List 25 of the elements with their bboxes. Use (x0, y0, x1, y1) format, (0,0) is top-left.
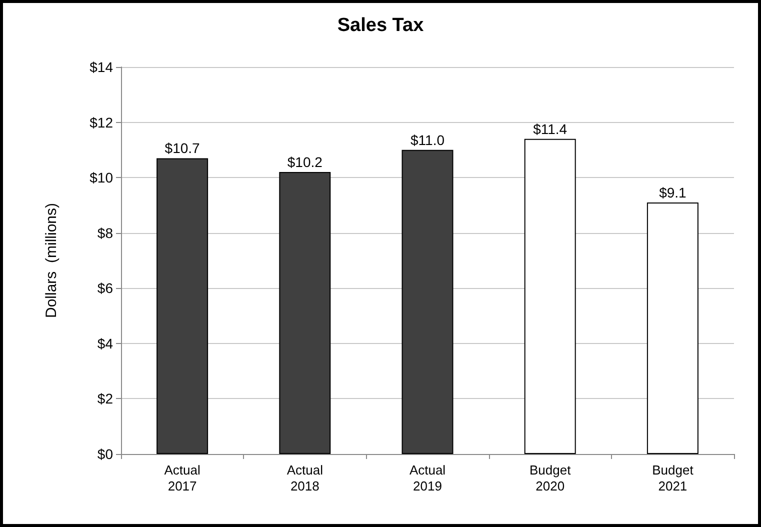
x-tick-label: Actual 2017 (164, 462, 200, 494)
bar (524, 138, 576, 454)
y-tick-label: $4 (97, 335, 114, 352)
y-axis-title: Dollars (millions) (43, 202, 60, 318)
y-tick-label: $10 (90, 170, 114, 186)
data-label: $9.1 (659, 184, 687, 200)
chart-title: Sales Tax (337, 15, 424, 36)
bar (402, 150, 454, 454)
bar (156, 158, 208, 454)
x-tick-label: Budget 2021 (652, 462, 694, 494)
y-tick-label: $12 (90, 114, 114, 130)
y-tick-label: $8 (97, 224, 114, 241)
bar (646, 202, 698, 454)
data-label: $11.0 (410, 132, 445, 148)
x-tick-label: Actual 2018 (286, 462, 324, 494)
y-tick-label: $14 (90, 59, 114, 75)
bar (279, 172, 331, 454)
y-tick-label: $2 (97, 390, 114, 407)
data-label: $10.7 (164, 140, 200, 156)
x-tick-label: Budget 2020 (530, 462, 572, 494)
y-tick-label: $6 (97, 280, 114, 296)
data-label: $11.4 (533, 120, 568, 137)
data-label: $10.2 (287, 154, 323, 170)
y-tick-label: $0 (97, 446, 114, 462)
x-tick-label: Actual 2019 (409, 462, 446, 494)
